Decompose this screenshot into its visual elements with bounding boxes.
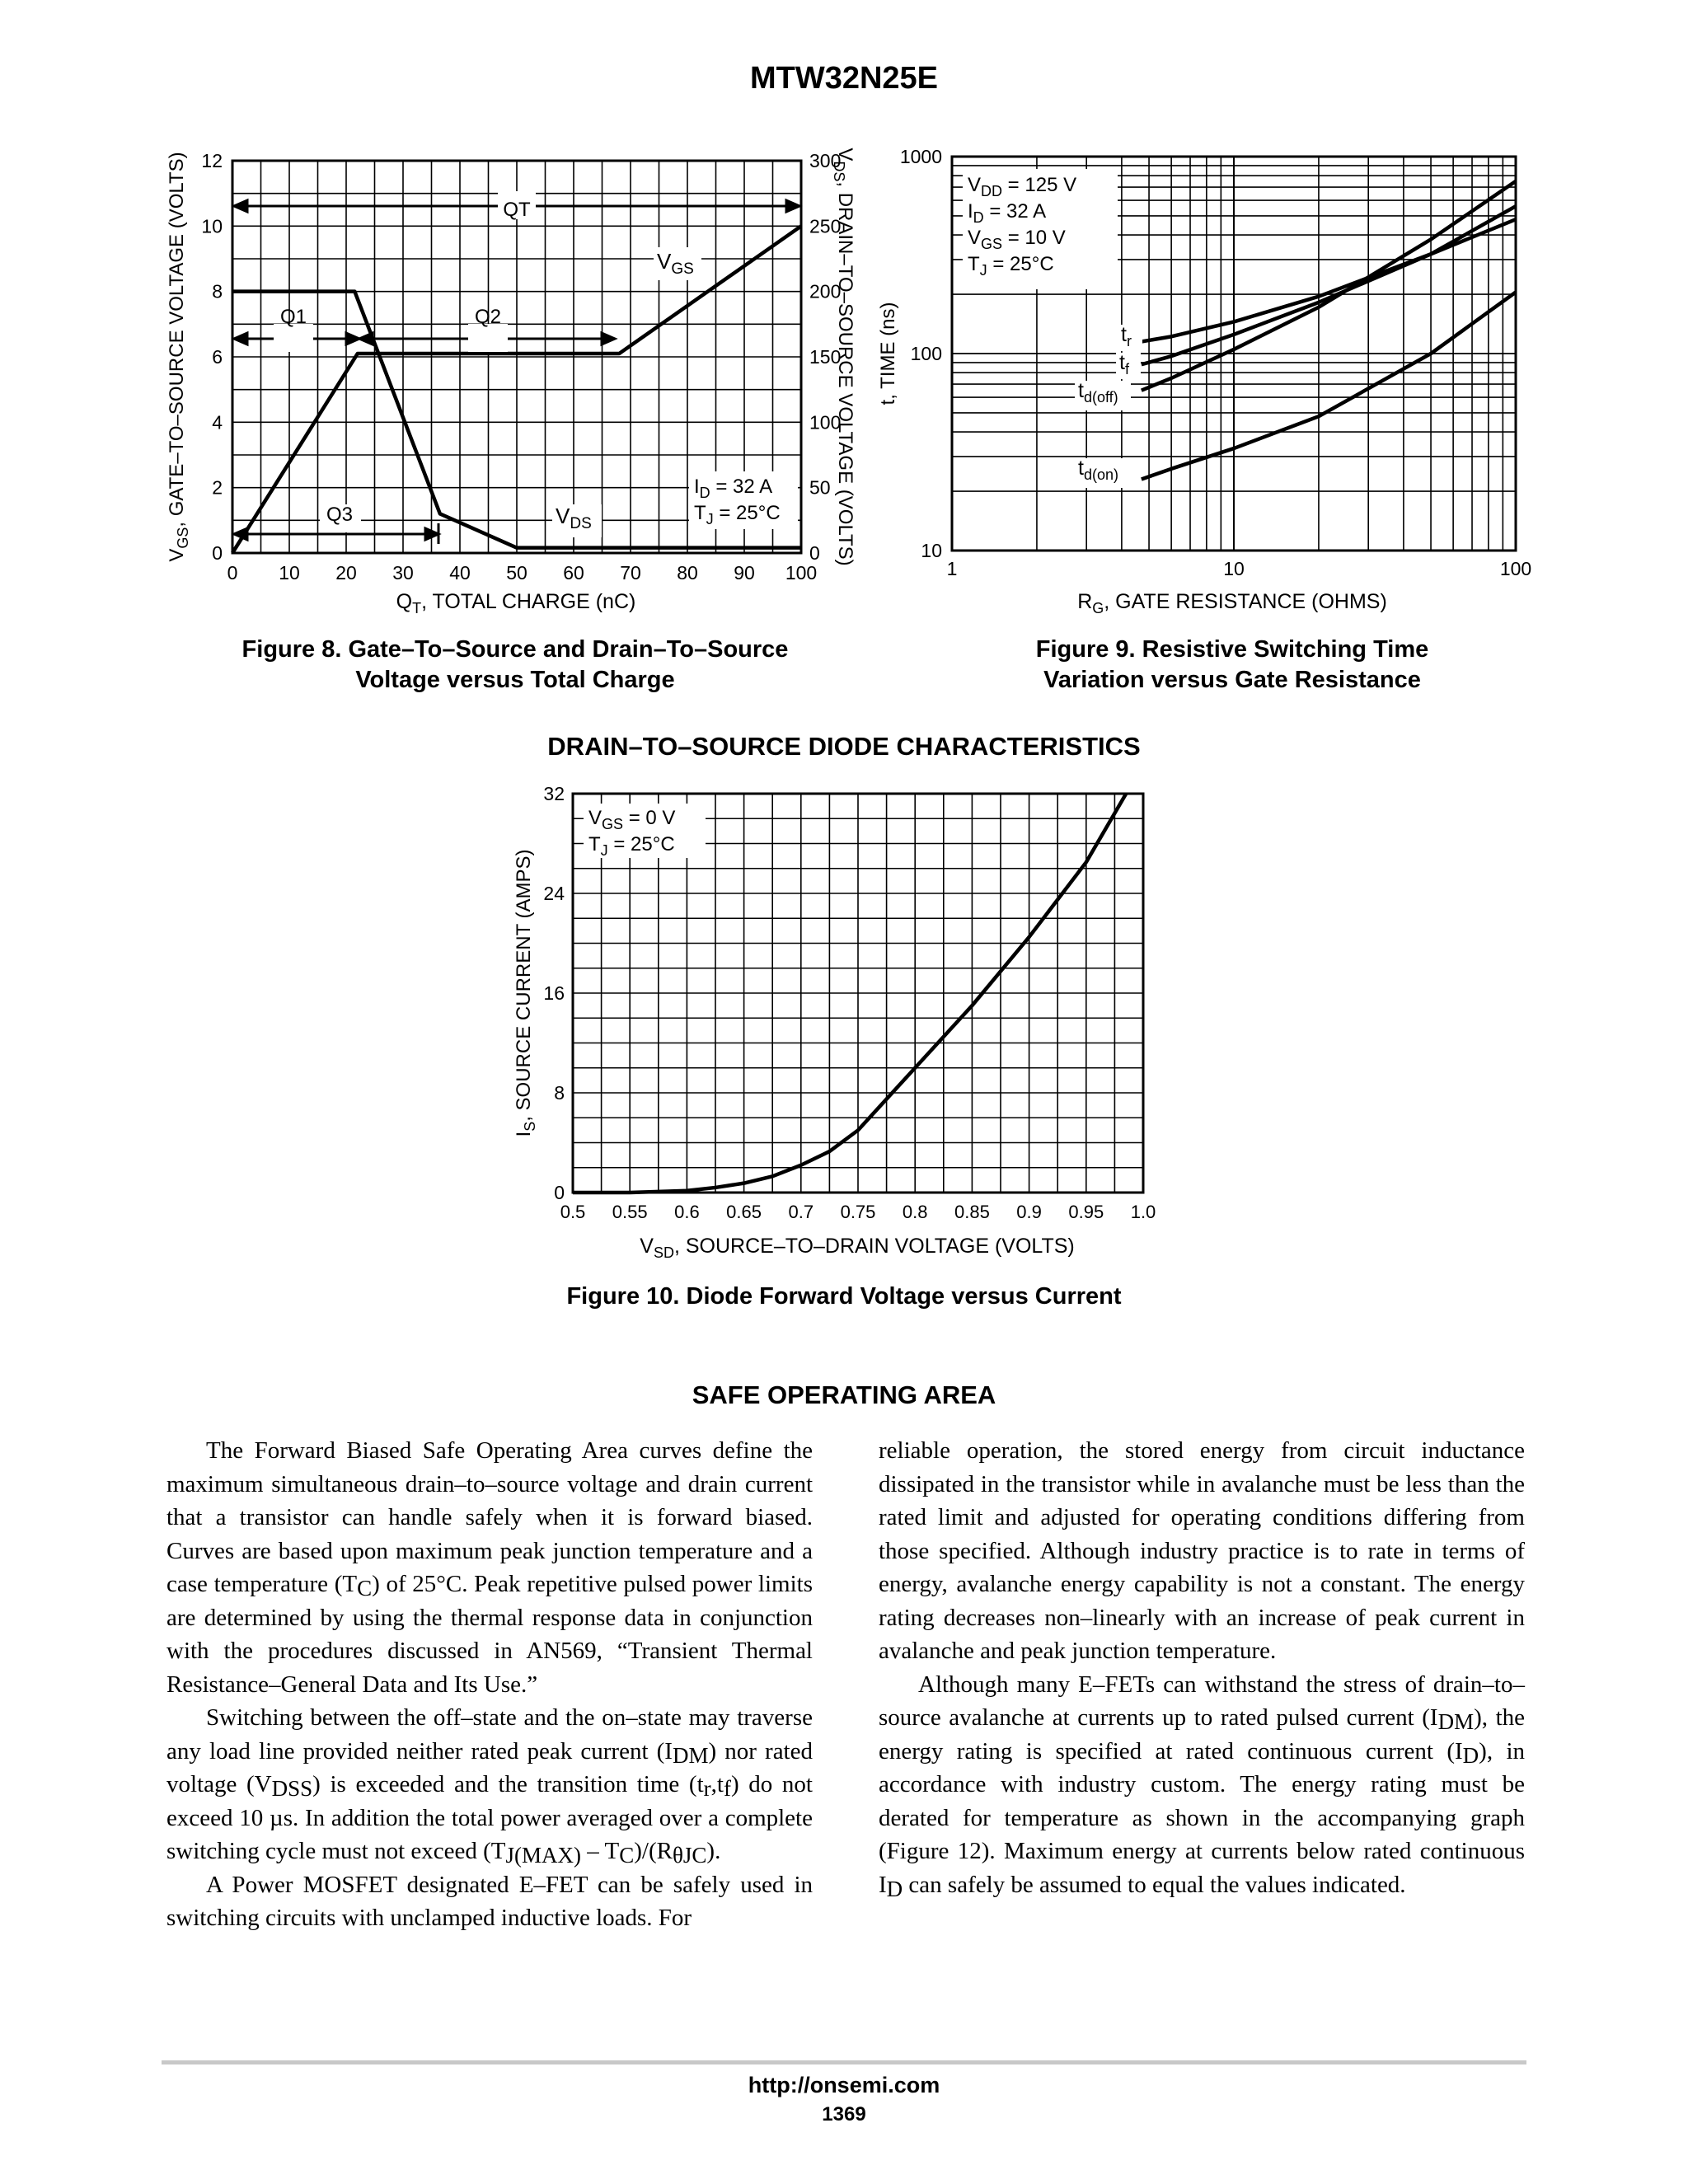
fig10-y-tick-label: 24 xyxy=(543,883,565,904)
fig8-y-tick-label: 2 xyxy=(212,477,223,499)
fig8-note-tj: TJ = 25°C xyxy=(694,502,781,527)
fig8-ylabel: VGS, GATE–TO–SOURCE VOLTAGE (VOLTS) xyxy=(166,152,191,561)
fig10-series-is xyxy=(573,792,1128,1195)
soa-right-paragraph-2: Although many E–FETs can withstand the s… xyxy=(879,1671,1525,1901)
fig8-q3-arrow xyxy=(231,523,442,544)
fig10-x-tick-label: 0.85 xyxy=(954,1202,990,1222)
fig8-x-tick-label: 50 xyxy=(506,562,528,583)
fig10-y-tick-label: 16 xyxy=(543,982,565,1004)
fig9-series-tdon xyxy=(1141,290,1517,481)
fig9-y-tick-label: 10 xyxy=(921,540,942,561)
page-title: MTW32N25E xyxy=(749,61,939,96)
fig8-x-tick-label: 90 xyxy=(734,562,755,583)
fig8-label-q1: Q1 xyxy=(280,306,307,328)
fig8-x-tick-label: 100 xyxy=(785,562,817,583)
figure8-caption-line2: Voltage versus Total Charge xyxy=(355,667,675,693)
fig9-ylabel: t, TIME (ns) xyxy=(877,302,899,405)
fig10-x-tick-label: 0.5 xyxy=(560,1202,586,1222)
footer-url-link[interactable]: http://onsemi.com xyxy=(748,2073,940,2097)
fig8-y2-tick-label: 100 xyxy=(809,411,841,433)
fig9-y-tick-label: 100 xyxy=(911,343,942,364)
fig9-note-vgs: VGS = 10 V xyxy=(968,227,1066,252)
soa-left-column: The Forward Biased Safe Operating Area c… xyxy=(166,1434,813,1935)
fig9-x-tick-label: 1 xyxy=(947,558,958,579)
fig8-y2-tick-label: 300 xyxy=(809,150,841,171)
fig8-y2-tick-label: 150 xyxy=(809,346,841,368)
fig10-x-tick-label: 0.8 xyxy=(903,1202,928,1222)
figure9-caption-line1: Figure 9. Resistive Switching Time xyxy=(1035,636,1429,663)
fig8-y-tick-label: 12 xyxy=(201,150,223,171)
fig8-x-tick-label: 0 xyxy=(227,562,238,583)
fig8-y-tick-label: 8 xyxy=(212,281,223,302)
fig8-x-tick-label: 20 xyxy=(335,562,357,583)
fig9-frame xyxy=(950,155,1517,552)
fig10-xlabel: VSD, SOURCE–TO–DRAIN VOLTAGE (VOLTS) xyxy=(640,1235,1074,1261)
fig8-y-tick-label: 4 xyxy=(212,411,223,433)
fig10-x-tick-label: 0.7 xyxy=(789,1202,814,1222)
fig10-frame xyxy=(571,792,1145,1194)
figure9-caption: Figure 9. Resistive Switching Time Varia… xyxy=(907,635,1558,696)
fig9-note-vdd: VDD = 125 V xyxy=(968,174,1076,199)
fig10-x-tick-label: 1.0 xyxy=(1131,1202,1156,1222)
figure8-caption-line1: Figure 8. Gate–To–Source and Drain–To–So… xyxy=(241,636,789,663)
figure10-caption: Figure 10. Diode Forward Voltage versus … xyxy=(566,1283,1122,1310)
fig10-x-tick-label: 0.9 xyxy=(1016,1202,1042,1222)
fig8-y-tick-label: 10 xyxy=(201,215,223,237)
page-number: 1369 xyxy=(822,2103,866,2125)
soa-right-column: reliable operation, the stored energy fr… xyxy=(879,1434,1525,1901)
fig10-ylabel: IS, SOURCE CURRENT (AMPS) xyxy=(513,850,538,1137)
figure8-chart: 0 10 20 30 40 50 60 70 80 90 100024681012050100150… xyxy=(166,148,856,616)
fig10-x-tick-label: 0.65 xyxy=(726,1202,762,1222)
diode-section-heading: DRAIN–TO–SOURCE DIODE CHARACTERISTICS xyxy=(547,732,1141,761)
soa-heading: SAFE OPERATING AREA xyxy=(692,1380,996,1409)
fig9-xlabel: RG, GATE RESISTANCE (OHMS) xyxy=(1077,590,1387,616)
fig8-label-qt: QT xyxy=(503,199,531,221)
fig9-series-tdoff xyxy=(1141,180,1517,392)
fig10-note-vgs: VGS = 0 V xyxy=(588,807,675,832)
fig8-x-tick-label: 80 xyxy=(677,562,698,583)
fig9-x-tick-label: 100 xyxy=(1500,558,1531,579)
fig8-x-tick-label: 40 xyxy=(449,562,471,583)
fig8-series-vds xyxy=(232,289,801,550)
fig9-y-tick-label: 1000 xyxy=(900,146,942,167)
fig8-y2-tick-label: 200 xyxy=(809,281,841,302)
fig8-xlabel: QT, TOTAL CHARGE (nC) xyxy=(396,590,636,616)
fig8-y2label: VDS, DRAIN–TO–SOURCE VOLTAGE (VOLTS) xyxy=(831,148,856,565)
fig10-x-tick-label: 0.75 xyxy=(841,1202,876,1222)
footer-rule xyxy=(162,2060,1526,2064)
fig8-y2-tick-label: 50 xyxy=(809,477,831,499)
fig10-x-tick-label: 0.6 xyxy=(674,1202,700,1222)
fig8-x-tick-label: 60 xyxy=(563,562,584,583)
soa-right-paragraph-1: reliable operation, the stored energy fr… xyxy=(879,1437,1525,1664)
fig10-y-tick-label: 32 xyxy=(543,783,565,804)
fig10-x-tick-label: 0.95 xyxy=(1068,1202,1104,1222)
fig8-y2-tick-label: 0 xyxy=(809,542,820,564)
fig8-label-q2: Q2 xyxy=(475,306,501,328)
fig9-series-tf xyxy=(1141,218,1517,367)
fig10-y-tick-label: 8 xyxy=(554,1082,565,1104)
soa-left-paragraph-2: Switching between the off–state and the … xyxy=(166,1704,813,1868)
fig8-x-tick-label: 70 xyxy=(620,562,641,583)
fig8-x-tick-label: 10 xyxy=(279,562,300,583)
fig9-x-tick-label: 10 xyxy=(1223,558,1245,579)
figure10-chart: 0.5 0.55 0.6 0.65 0.7 0.75 0.8 0.85 0.9 0.95 1.0 0 8… xyxy=(513,783,1156,1261)
fig9-note-tj: TJ = 25°C xyxy=(968,253,1054,279)
fig8-y-tick-label: 6 xyxy=(212,346,223,368)
fig8-series-vgs xyxy=(231,224,803,555)
fig8-y-tick-label: 0 xyxy=(212,542,223,564)
fig8-y2-tick-label: 250 xyxy=(809,215,841,237)
fig8-frame xyxy=(231,159,803,555)
fig10-y-tick-label: 0 xyxy=(554,1182,565,1203)
figure8-caption: Figure 8. Gate–To–Source and Drain–To–So… xyxy=(190,635,841,696)
fig8-x-tick-label: 30 xyxy=(392,562,414,583)
soa-left-paragraph-1: The Forward Biased Safe Operating Area c… xyxy=(166,1437,813,1698)
fig9-series-tr xyxy=(1141,204,1517,344)
fig10-x-tick-label: 0.55 xyxy=(612,1202,648,1222)
soa-left-paragraph-3: A Power MOSFET designated E–FET can be s… xyxy=(166,1871,813,1932)
figure9-caption-line2: Variation versus Gate Resistance xyxy=(1043,667,1421,693)
fig8-label-q3: Q3 xyxy=(326,504,353,526)
